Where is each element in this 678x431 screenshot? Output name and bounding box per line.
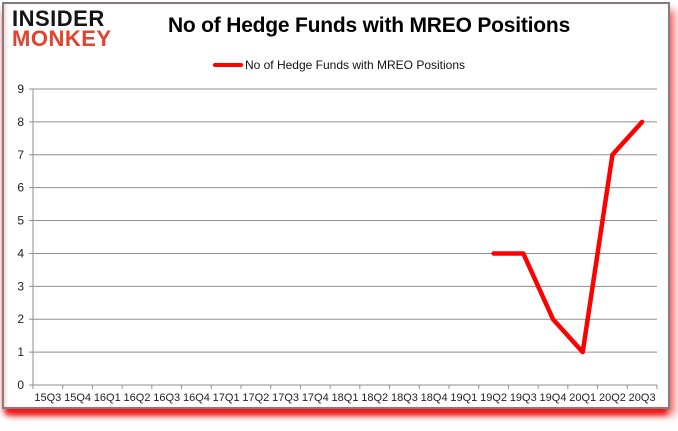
y-axis-label: 6 <box>17 181 24 195</box>
x-axis-label: 18Q1 <box>332 392 359 404</box>
y-axis-label: 4 <box>17 246 24 260</box>
y-axis-label: 5 <box>17 214 24 228</box>
y-axis-label: 1 <box>17 345 24 359</box>
y-axis-label: 3 <box>17 279 24 293</box>
x-axis-label: 16Q4 <box>183 392 210 404</box>
x-axis-label: 20Q1 <box>569 392 596 404</box>
x-axis-label: 15Q4 <box>64 392 91 404</box>
legend: No of Hedge Funds with MREO Positions <box>0 57 678 73</box>
y-axis-label: 8 <box>17 115 24 129</box>
x-axis-label: 16Q2 <box>124 392 151 404</box>
x-axis-label: 18Q2 <box>361 392 388 404</box>
x-axis-label: 17Q3 <box>272 392 299 404</box>
x-axis-label: 17Q4 <box>302 392 329 404</box>
x-axis-label: 20Q3 <box>629 392 656 404</box>
x-axis-label: 19Q4 <box>540 392 567 404</box>
y-axis-label: 7 <box>17 148 24 162</box>
x-axis-label: 20Q2 <box>599 392 626 404</box>
y-axis-label: 2 <box>17 312 24 326</box>
x-axis-label: 19Q3 <box>510 392 537 404</box>
x-axis-label: 19Q2 <box>480 392 507 404</box>
y-axis-label: 0 <box>17 378 24 392</box>
x-axis-label: 16Q1 <box>94 392 121 404</box>
x-axis-label: 18Q4 <box>421 392 448 404</box>
legend-label: No of Hedge Funds with MREO Positions <box>244 58 466 72</box>
x-axis-label: 17Q2 <box>242 392 269 404</box>
x-axis-label: 17Q1 <box>213 392 240 404</box>
data-series-line <box>491 119 645 355</box>
legend-line-swatch <box>212 63 243 67</box>
x-axis-label: 18Q3 <box>391 392 418 404</box>
chart-title: No of Hedge Funds with MREO Positions <box>167 14 571 37</box>
logo-text-monkey: MONKEY <box>12 26 112 52</box>
x-axis-label: 19Q1 <box>450 392 477 404</box>
x-axis-label: 15Q3 <box>34 392 61 404</box>
chart-frame <box>2 2 670 409</box>
y-axis-label: 9 <box>17 82 24 96</box>
logo-text-insider: INSIDER <box>12 6 105 31</box>
x-axis-label: 16Q3 <box>153 392 180 404</box>
insider-monkey-logo: INSIDER MONKEY <box>12 6 112 52</box>
